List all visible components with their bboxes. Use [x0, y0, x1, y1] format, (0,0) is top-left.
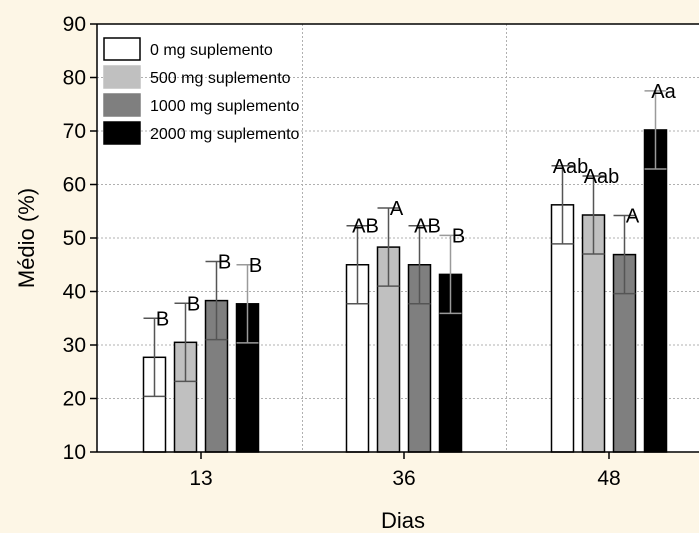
legend-swatch [103, 65, 141, 89]
legend-label: 0 mg suplemento [150, 42, 273, 59]
legend-swatch [103, 121, 141, 145]
significance-label: B [218, 252, 231, 274]
y-tick-label: 30 [63, 334, 86, 357]
bars [142, 129, 668, 453]
y-tick-label: 70 [63, 120, 86, 143]
significance-label: B [452, 225, 465, 247]
legend-label: 2000 mg suplemento [150, 126, 300, 143]
y-tick-label: 50 [63, 227, 86, 250]
significance-label: A [626, 206, 640, 228]
y-tick-label: 80 [63, 67, 86, 90]
significance-label: Aa [651, 81, 676, 103]
y-tick-label: 10 [63, 441, 86, 464]
significance-label: B [187, 293, 200, 315]
x-tick-label: 36 [392, 467, 415, 490]
significance-label: AB [414, 216, 441, 238]
y-tick-label: 90 [63, 13, 86, 36]
significance-label: AB [352, 216, 379, 238]
legend: 0 mg suplemento 500 mg suplemento 1000 mg … [103, 37, 300, 145]
legend-swatch [103, 37, 141, 61]
significance-label: Aab [553, 156, 589, 178]
y-tick-label: 20 [63, 388, 86, 411]
significance-label: Aab [584, 166, 620, 188]
x-tick-label: 48 [597, 467, 620, 490]
y-tick-label: 40 [63, 281, 86, 304]
significance-label: B [249, 255, 262, 277]
legend-label: 1000 mg suplemento [150, 98, 300, 115]
significance-label: B [156, 308, 169, 330]
axes: 10 20 30 40 50 60 70 80 90 13 36 48 [63, 13, 699, 490]
legend-label: 500 mg suplemento [150, 70, 291, 87]
significance-label: A [390, 198, 404, 220]
x-axis-label: Dias [381, 508, 425, 533]
legend-swatch [103, 93, 141, 117]
bar [643, 129, 668, 453]
x-tick-label: 13 [189, 467, 212, 490]
y-tick-label: 60 [63, 174, 86, 197]
error-bars [143, 90, 667, 398]
y-axis-label: Médio (%) [14, 188, 39, 288]
